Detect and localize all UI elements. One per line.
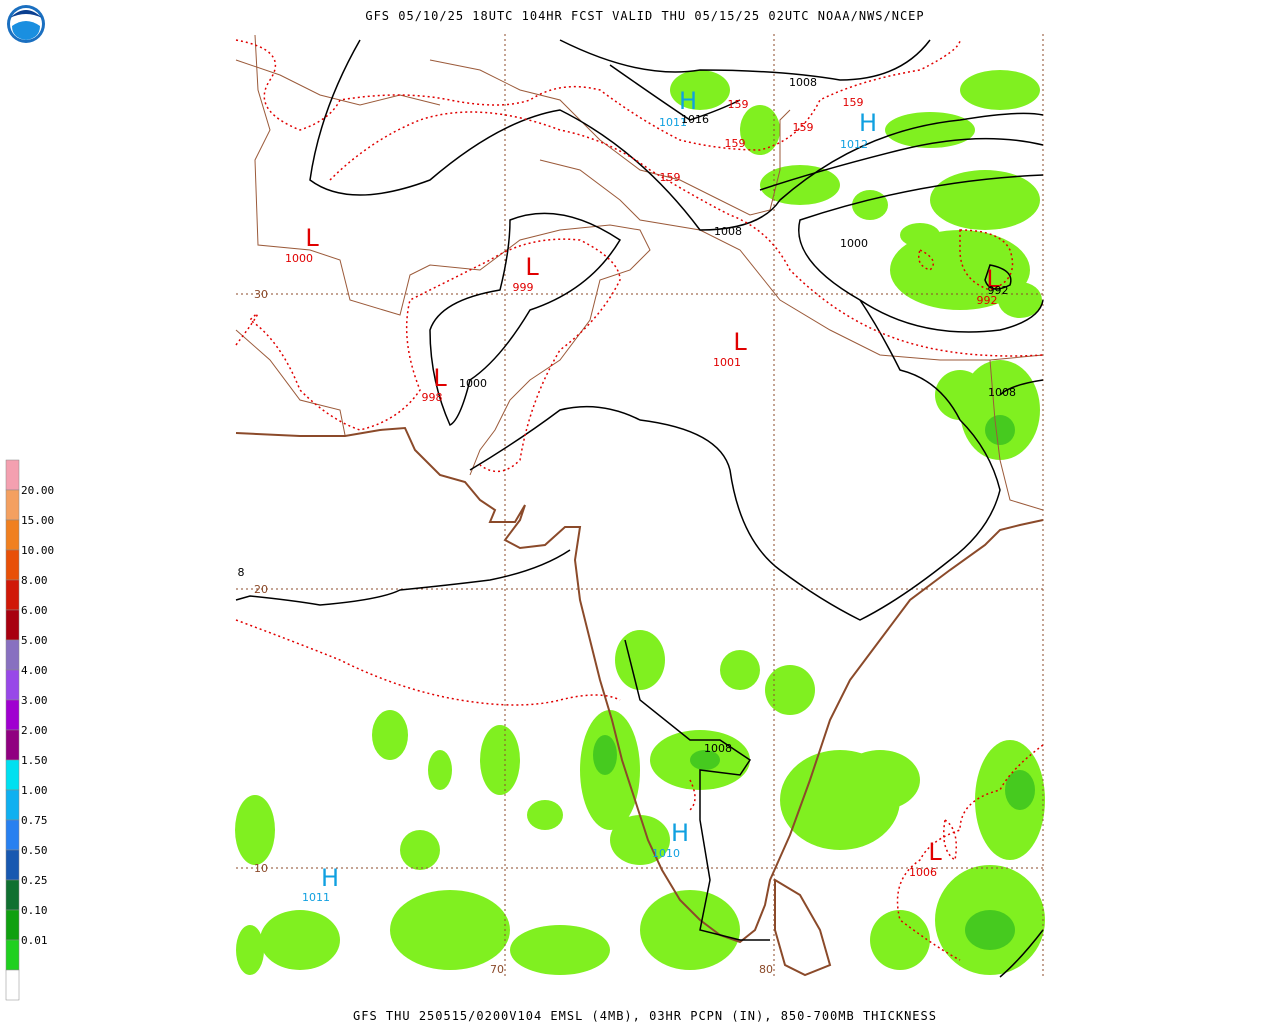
noaa-logo xyxy=(7,5,45,43)
legend-swatch xyxy=(5,489,20,521)
graticule xyxy=(236,34,1044,977)
legend-label: 3.00 xyxy=(21,694,48,707)
legend-swatch xyxy=(5,909,20,941)
contour-labels: 1008 1016 1008 1000 992 1000 1008 1008 8… xyxy=(238,76,1017,976)
lat-label: 30 xyxy=(254,288,268,301)
lon-label: 70 xyxy=(490,963,504,976)
center-value: 1012 xyxy=(840,138,868,151)
thickness-label: 159 xyxy=(660,171,681,184)
lat-label: 20 xyxy=(254,583,268,596)
center-symbol: L xyxy=(305,224,319,252)
center-symbol: L xyxy=(525,253,539,281)
legend-swatch xyxy=(5,849,20,881)
legend-swatch xyxy=(5,669,20,701)
thickness-label: 159 xyxy=(843,96,864,109)
legend-label: 0.01 xyxy=(21,934,48,947)
center-symbol: H xyxy=(679,87,697,115)
isobar-label: 1008 xyxy=(789,76,817,89)
legend-label: 10.00 xyxy=(21,544,54,557)
legend-swatch xyxy=(5,579,20,611)
thickness-contours xyxy=(235,39,1044,961)
isobar-label: 1008 xyxy=(704,742,732,755)
thickness-label: 159 xyxy=(725,137,746,150)
center-value: 1000 xyxy=(285,252,313,265)
legend-swatch xyxy=(5,789,20,821)
isobar-label: 992 xyxy=(988,284,1009,297)
isobar-label: 1000 xyxy=(840,237,868,250)
footer-caption: GFS THU 250515/0200V104 EMSL (4MB), 03HR… xyxy=(353,1009,937,1023)
center-value: 1006 xyxy=(909,866,937,879)
legend-label: 15.00 xyxy=(21,514,54,527)
center-symbol: H xyxy=(671,819,689,847)
isobars xyxy=(235,39,1044,978)
center-symbol: L xyxy=(733,328,747,356)
thickness-label: 159 xyxy=(728,98,749,111)
map xyxy=(235,34,1045,978)
isobar-label: 1008 xyxy=(988,386,1016,399)
legend-label: 20.00 xyxy=(21,484,54,497)
legend-swatch xyxy=(5,819,20,851)
lat-label: 10 xyxy=(254,862,268,875)
isobar-label: 1000 xyxy=(459,377,487,390)
center-value: 1001 xyxy=(713,356,741,369)
legend-swatch xyxy=(5,699,20,731)
center-value: 1010 xyxy=(652,847,680,860)
header-title: GFS 05/10/25 18UTC 104HR FCST VALID THU … xyxy=(365,9,924,23)
legend-label: 0.10 xyxy=(21,904,48,917)
center-symbol: L xyxy=(986,265,1000,293)
isobar-label: 1008 xyxy=(714,225,742,238)
legend-swatch xyxy=(5,759,20,791)
legend-label: 1.00 xyxy=(21,784,48,797)
center-value: 1011 xyxy=(302,891,330,904)
center-value: 998 xyxy=(422,391,443,404)
legend-label: 1.50 xyxy=(21,754,48,767)
legend-swatch xyxy=(5,939,20,971)
center-symbol: L xyxy=(433,364,447,392)
lon-label: 80 xyxy=(759,963,773,976)
legend-swatch xyxy=(5,519,20,551)
legend-label: 2.00 xyxy=(21,724,48,737)
legend-label: 0.75 xyxy=(21,814,48,827)
pressure-centers: L 1000 L 999 L 998 L 1001 H 1011 H 1012 … xyxy=(285,87,1000,904)
legend: 20.00 15.00 10.00 8.00 6.00 5.00 4.00 3.00 2.00 1… xyxy=(5,459,54,1001)
center-symbol: L xyxy=(928,838,942,866)
legend-label: 0.50 xyxy=(21,844,48,857)
precip-areas xyxy=(235,70,1045,975)
legend-label: 6.00 xyxy=(21,604,48,617)
legend-swatch xyxy=(5,639,20,671)
legend-label: 0.25 xyxy=(21,874,48,887)
coastline xyxy=(235,426,1044,977)
center-value: 999 xyxy=(513,281,534,294)
legend-swatch xyxy=(5,879,20,911)
center-symbol: H xyxy=(859,109,877,137)
legend-swatch xyxy=(5,459,20,491)
center-symbol: H xyxy=(321,864,339,892)
legend-label: 4.00 xyxy=(21,664,48,677)
legend-swatch xyxy=(5,549,20,581)
thickness-label: 159 xyxy=(793,121,814,134)
center-value: 1011 xyxy=(659,116,687,129)
legend-swatch xyxy=(5,609,20,641)
legend-label: 8.00 xyxy=(21,574,48,587)
legend-swatch xyxy=(5,729,20,761)
center-value: 992 xyxy=(977,294,998,307)
borders xyxy=(235,34,1044,511)
legend-swatch xyxy=(5,969,20,1001)
isobar-label: 8 xyxy=(238,566,245,579)
isobar-label: 1016 xyxy=(681,113,709,126)
legend-label: 5.00 xyxy=(21,634,48,647)
